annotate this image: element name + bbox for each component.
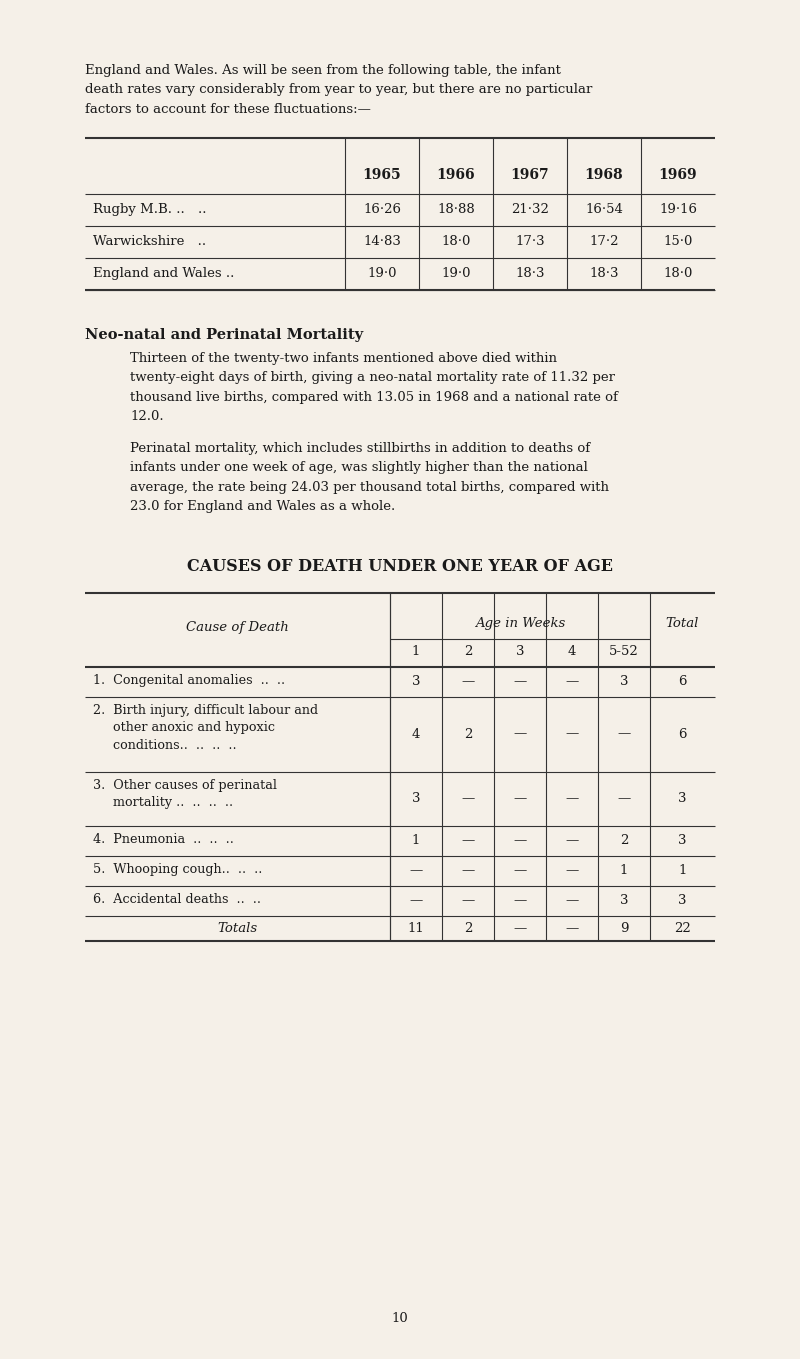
Text: —: — [566,894,578,906]
Text: factors to account for these fluctuations:—: factors to account for these fluctuation… [85,103,371,116]
Text: Total: Total [666,617,699,629]
Text: —: — [410,894,422,906]
Text: 3: 3 [412,675,420,688]
Text: conditions..  ..  ..  ..: conditions.. .. .. .. [93,738,237,752]
Text: Warwickshire ..: Warwickshire .. [93,235,206,247]
Text: 1967: 1967 [510,167,550,182]
Text: 16·54: 16·54 [585,202,623,216]
Text: —: — [566,792,578,805]
Text: —: — [514,675,526,688]
Text: —: — [618,727,630,741]
Text: 1: 1 [620,864,628,877]
Text: Perinatal mortality, which includes stillbirths in addition to deaths of: Perinatal mortality, which includes stil… [130,442,590,454]
Text: twenty-eight days of birth, giving a neo-natal mortality rate of 11.32 per: twenty-eight days of birth, giving a neo… [130,371,615,385]
Text: 12.0.: 12.0. [130,410,164,423]
Text: 4: 4 [412,727,420,741]
Text: —: — [514,792,526,805]
Text: —: — [514,864,526,877]
Text: 1.  Congenital anomalies  ..  ..: 1. Congenital anomalies .. .. [93,674,285,686]
Text: death rates vary considerably from year to year, but there are no particular: death rates vary considerably from year … [85,83,592,96]
Text: 23.0 for England and Wales as a whole.: 23.0 for England and Wales as a whole. [130,500,395,512]
Text: 1: 1 [412,644,420,658]
Text: other anoxic and hypoxic: other anoxic and hypoxic [93,722,275,734]
Text: infants under one week of age, was slightly higher than the national: infants under one week of age, was sligh… [130,461,588,474]
Text: —: — [514,727,526,741]
Text: 18·0: 18·0 [663,266,693,280]
Text: —: — [514,894,526,906]
Text: 9: 9 [620,921,628,935]
Text: 18·88: 18·88 [437,202,475,216]
Text: 18·3: 18·3 [515,266,545,280]
Text: Rugby M.B. .. ..: Rugby M.B. .. .. [93,202,206,216]
Text: 11: 11 [408,921,424,935]
Text: 4: 4 [568,644,576,658]
Text: 1969: 1969 [658,167,698,182]
Text: Neo-natal and Perinatal Mortality: Neo-natal and Perinatal Mortality [85,328,363,341]
Text: 1966: 1966 [437,167,475,182]
Text: —: — [462,864,474,877]
Text: —: — [462,675,474,688]
Text: 16·26: 16·26 [363,202,401,216]
Text: 3.  Other causes of perinatal: 3. Other causes of perinatal [93,779,277,791]
Text: —: — [566,834,578,847]
Text: —: — [566,675,578,688]
Text: —: — [514,834,526,847]
Text: 2: 2 [464,644,472,658]
Text: 5.  Whooping cough..  ..  ..: 5. Whooping cough.. .. .. [93,863,262,875]
Text: 2.  Birth injury, difficult labour and: 2. Birth injury, difficult labour and [93,704,318,716]
Text: thousand live births, compared with 13.05 in 1968 and a national rate of: thousand live births, compared with 13.0… [130,390,618,404]
Text: —: — [566,727,578,741]
Text: —: — [566,864,578,877]
Text: England and Wales ..: England and Wales .. [93,266,234,280]
Text: —: — [410,864,422,877]
Text: —: — [462,894,474,906]
Text: 2: 2 [464,921,472,935]
Text: 3: 3 [620,675,628,688]
Text: 3: 3 [516,644,524,658]
Text: 18·3: 18·3 [590,266,618,280]
Text: 2: 2 [464,727,472,741]
Text: 14·83: 14·83 [363,235,401,247]
Text: 4.  Pneumonia  ..  ..  ..: 4. Pneumonia .. .. .. [93,833,234,845]
Text: England and Wales. As will be seen from the following table, the infant: England and Wales. As will be seen from … [85,64,561,77]
Text: —: — [514,921,526,935]
Text: 1965: 1965 [362,167,402,182]
Text: mortality ..  ..  ..  ..: mortality .. .. .. .. [93,796,233,809]
Text: —: — [462,834,474,847]
Text: —: — [618,792,630,805]
Text: 3: 3 [620,894,628,906]
Text: Totals: Totals [218,921,258,935]
Text: average, the rate being 24.03 per thousand total births, compared with: average, the rate being 24.03 per thousa… [130,481,609,493]
Text: 19·0: 19·0 [442,266,470,280]
Text: 10: 10 [392,1313,408,1325]
Text: 3: 3 [678,792,686,805]
Text: 6: 6 [678,675,686,688]
Text: 17·3: 17·3 [515,235,545,247]
Text: 1: 1 [412,834,420,847]
Text: 17·2: 17·2 [590,235,618,247]
Text: 19·0: 19·0 [367,266,397,280]
Text: CAUSES OF DEATH UNDER ONE YEAR OF AGE: CAUSES OF DEATH UNDER ONE YEAR OF AGE [187,557,613,575]
Text: 6: 6 [678,727,686,741]
Text: 21·32: 21·32 [511,202,549,216]
Text: 22: 22 [674,921,691,935]
Text: 6.  Accidental deaths  ..  ..: 6. Accidental deaths .. .. [93,893,261,905]
Text: 5-52: 5-52 [609,644,639,658]
Text: 1968: 1968 [585,167,623,182]
Text: Thirteen of the twenty-two infants mentioned above died within: Thirteen of the twenty-two infants menti… [130,352,557,364]
Text: 3: 3 [412,792,420,805]
Text: —: — [462,792,474,805]
Text: 1: 1 [678,864,686,877]
Text: 3: 3 [678,894,686,906]
Text: 19·16: 19·16 [659,202,697,216]
Text: 15·0: 15·0 [663,235,693,247]
Text: 3: 3 [678,834,686,847]
Text: —: — [566,921,578,935]
Text: Age in Weeks: Age in Weeks [475,617,565,629]
Text: 2: 2 [620,834,628,847]
Text: Cause of Death: Cause of Death [186,621,289,635]
Text: 18·0: 18·0 [442,235,470,247]
